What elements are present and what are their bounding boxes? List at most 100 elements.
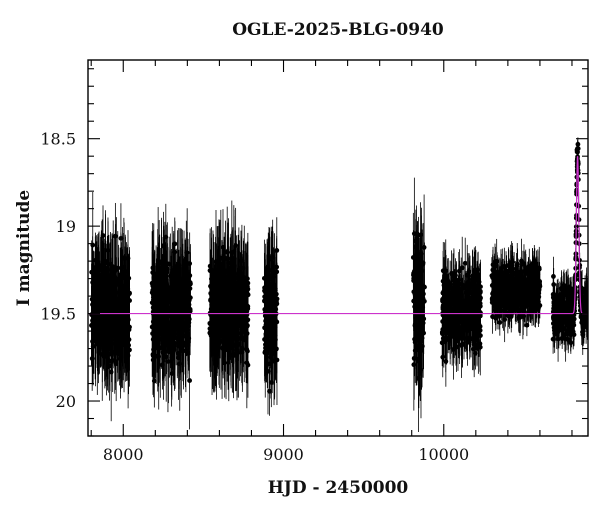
- data-point: [234, 343, 240, 348]
- data-point: [96, 338, 102, 344]
- data-point: [464, 309, 469, 314]
- data-point: [218, 255, 224, 261]
- data-point: [508, 314, 514, 319]
- data-point: [112, 274, 117, 280]
- data-point: [172, 340, 178, 346]
- data-point: [536, 290, 542, 296]
- data-point: [459, 265, 465, 271]
- data-point: [526, 302, 532, 308]
- data-point: [150, 337, 156, 342]
- data-point: [523, 265, 529, 271]
- data-point: [154, 294, 160, 300]
- data-point: [214, 336, 220, 342]
- data-point: [92, 278, 98, 284]
- data-point: [272, 351, 278, 356]
- data-point: [498, 268, 504, 274]
- data-point: [267, 388, 272, 394]
- data-point: [180, 348, 186, 354]
- data-point: [156, 337, 162, 342]
- data-point: [447, 324, 453, 330]
- data-point: [151, 306, 157, 312]
- data-point: [228, 352, 234, 358]
- data-point: [453, 273, 458, 278]
- data-point: [504, 269, 510, 274]
- data-point: [119, 300, 125, 306]
- data-point: [502, 301, 508, 307]
- data-point: [97, 306, 103, 312]
- data-point: [456, 277, 462, 283]
- data-point: [447, 299, 453, 305]
- data-point: [105, 301, 111, 307]
- data-point: [453, 294, 459, 300]
- data-point: [165, 359, 171, 364]
- data-point: [118, 336, 124, 342]
- data-point: [115, 342, 121, 348]
- data-points-layer: [89, 137, 588, 432]
- data-point: [126, 337, 132, 343]
- data-point: [411, 362, 417, 368]
- data-point: [464, 335, 470, 341]
- data-point: [107, 363, 112, 369]
- data-point: [510, 283, 516, 288]
- data-point: [238, 286, 244, 292]
- data-point: [452, 319, 457, 325]
- data-point: [162, 305, 168, 311]
- data-point: [153, 330, 159, 336]
- data-point: [163, 354, 169, 360]
- data-point: [90, 321, 96, 326]
- data-point: [467, 300, 473, 306]
- data-point: [471, 320, 477, 326]
- data-point: [170, 318, 175, 324]
- data-point: [92, 289, 98, 295]
- data-point: [506, 303, 512, 308]
- data-point: [187, 378, 192, 383]
- data-point: [125, 289, 130, 294]
- data-point: [220, 244, 226, 250]
- data-point: [458, 342, 464, 348]
- data-point: [501, 308, 507, 314]
- data-point: [416, 299, 422, 305]
- data-point: [239, 336, 245, 342]
- data-point: [516, 284, 522, 290]
- data-point: [109, 265, 115, 271]
- data-point: [106, 284, 112, 290]
- data-point: [269, 323, 275, 329]
- data-point: [463, 325, 469, 331]
- data-point: [535, 301, 541, 307]
- data-point: [472, 279, 478, 285]
- data-point: [550, 336, 556, 342]
- data-point: [122, 269, 128, 275]
- data-point: [267, 268, 273, 273]
- data-point: [533, 265, 539, 271]
- data-point: [492, 300, 498, 306]
- data-point: [520, 314, 526, 319]
- data-point: [519, 287, 525, 292]
- data-point: [491, 276, 497, 282]
- data-point: [514, 295, 519, 301]
- data-point: [513, 303, 519, 309]
- data-point: [459, 329, 465, 335]
- data-point: [115, 298, 121, 304]
- data-point: [469, 308, 475, 314]
- data-point: [110, 317, 116, 323]
- data-point: [476, 300, 482, 306]
- data-point: [89, 296, 95, 302]
- data-point: [420, 261, 426, 267]
- data-point: [184, 322, 190, 327]
- data-point: [244, 302, 249, 308]
- data-point: [219, 283, 224, 289]
- data-point: [235, 297, 241, 303]
- data-point: [522, 296, 528, 302]
- data-point: [497, 320, 503, 325]
- data-point: [178, 279, 184, 285]
- data-point: [473, 284, 478, 290]
- data-point: [188, 281, 193, 287]
- data-point: [443, 358, 449, 364]
- data-point: [185, 310, 191, 316]
- data-point: [506, 275, 511, 281]
- data-point: [214, 292, 220, 298]
- data-point: [264, 302, 270, 308]
- data-point: [473, 313, 479, 318]
- data-point: [108, 369, 114, 375]
